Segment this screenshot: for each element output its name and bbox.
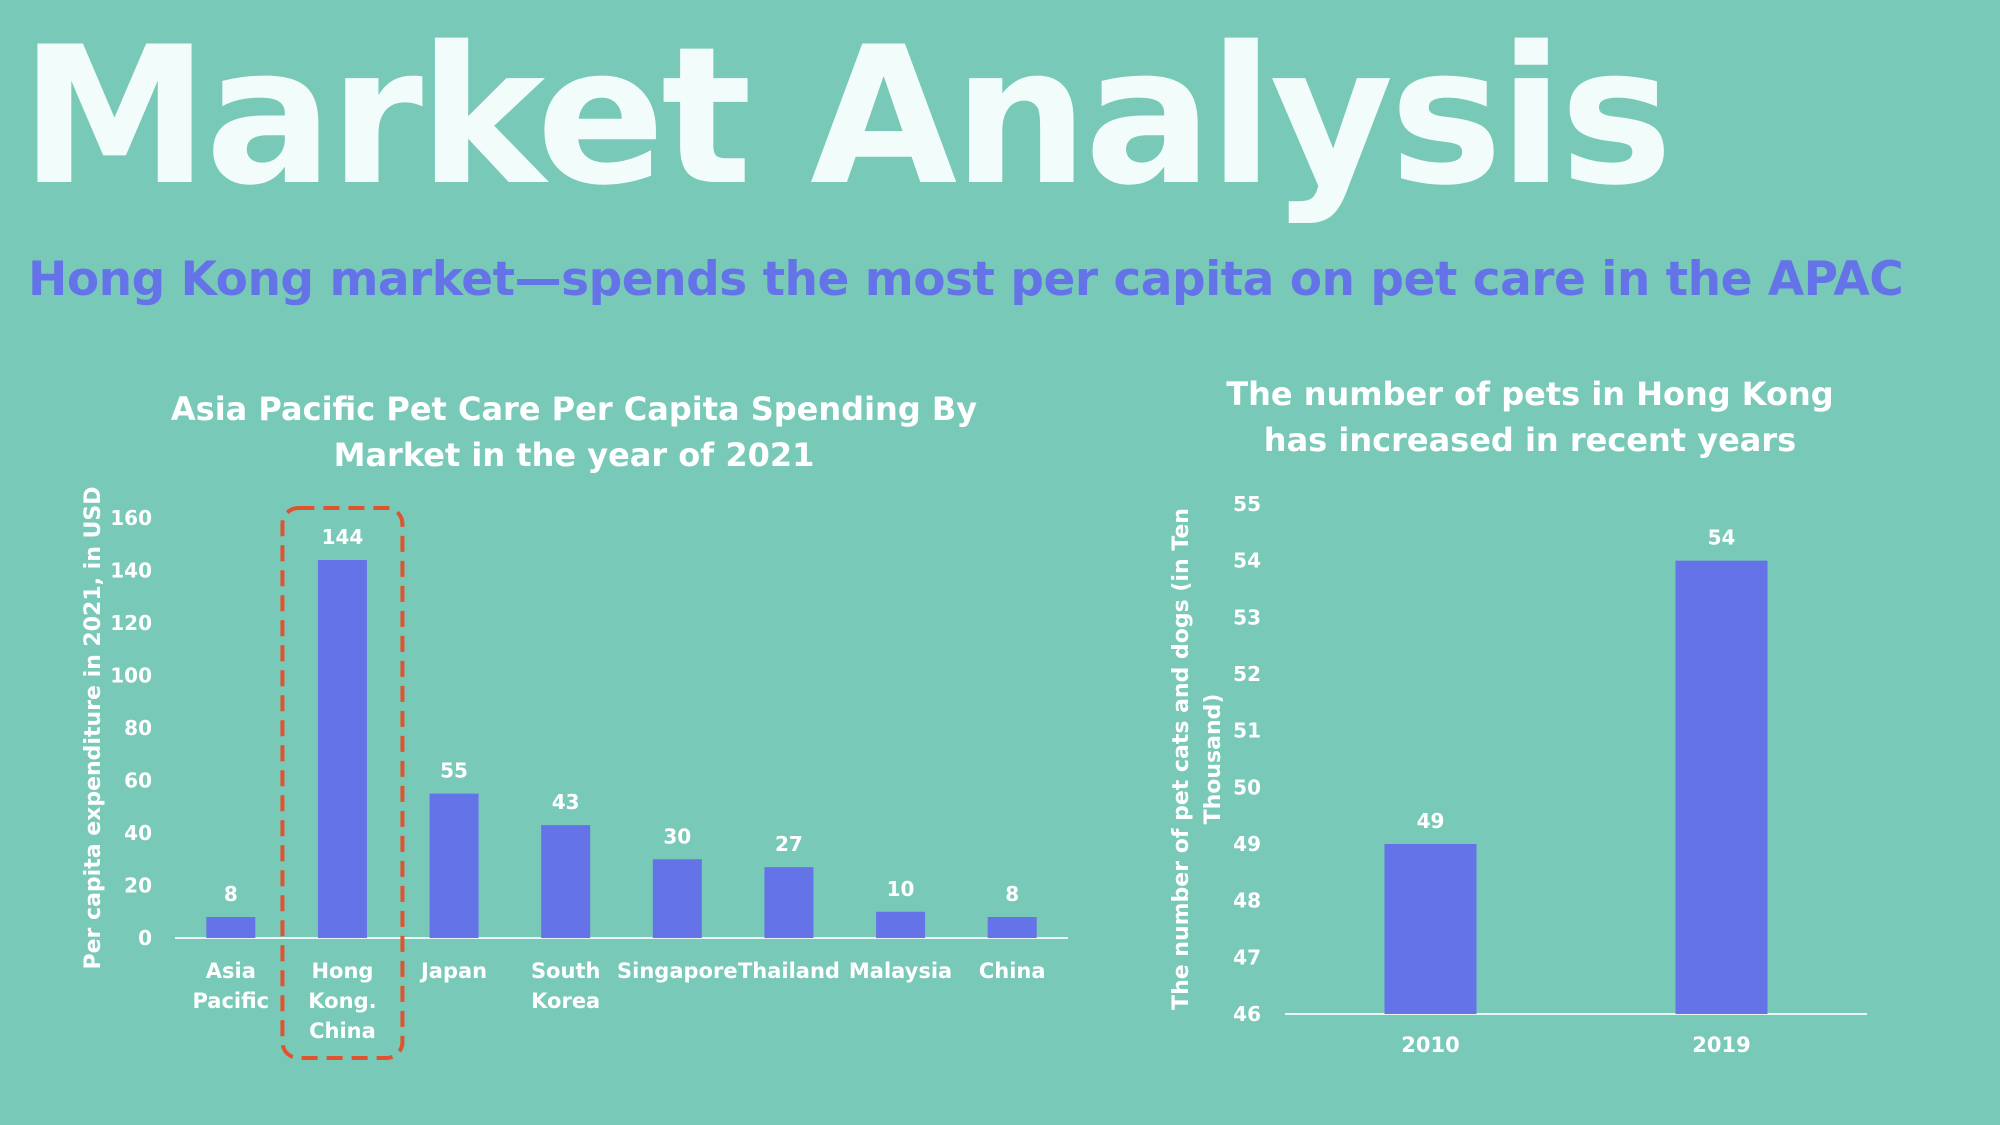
chart1-data-label: 55: [440, 759, 468, 783]
chart1-bar: [429, 793, 479, 938]
chart2-x-tick-label: 2010: [1401, 1033, 1459, 1057]
chart2-bar: [1675, 560, 1768, 1014]
chart2-title: The number of pets in Hong Kong has incr…: [1220, 371, 1840, 463]
chart1-y-tick-label: 100: [110, 664, 152, 688]
chart2-title-line-1: The number of pets in Hong Kong: [1226, 375, 1834, 413]
chart1-data-label: 8: [1005, 882, 1019, 906]
chart1-data-label: 10: [887, 877, 915, 901]
chart2-y-tick-label: 55: [1233, 492, 1261, 516]
slide-title: Market Analysis: [20, 6, 1673, 227]
chart1-y-tick-label: 160: [110, 506, 152, 530]
chart1-bar: [987, 917, 1037, 938]
chart2-y-tick-label: 47: [1233, 945, 1261, 969]
chart1-x-tick-label: Asia Pacific: [192, 959, 269, 1013]
chart1-bar: [764, 867, 814, 938]
chart1-x-tick-label: Singapore: [617, 959, 738, 983]
chart1-spending-by-market: Per capita expenditure in 2021, in USD 0 2…: [81, 486, 1068, 1060]
chart1-bar: [206, 917, 256, 938]
chart1-x-tick-label: Hong Kong. China: [308, 959, 376, 1043]
chart1-y-tick-label: 60: [124, 769, 152, 793]
chart1-data-label: 30: [663, 824, 691, 848]
chart1-bar: [652, 859, 702, 938]
chart1-data-label: 43: [552, 790, 580, 814]
chart2-y-tick-label: 48: [1233, 889, 1261, 913]
chart1-data-label: 8: [224, 882, 238, 906]
chart1-title-line-2: Market in the year of 2021: [333, 436, 815, 474]
chart1-y-tick-label: 140: [110, 559, 152, 583]
chart1-y-axis-label: Per capita expenditure in 2021, in USD: [81, 486, 106, 969]
chart2-y-tick-label: 54: [1233, 549, 1261, 573]
chart1-highlight-box: [280, 506, 405, 1060]
chart1-x-tick-label: Malaysia: [849, 959, 952, 983]
chart1-data-label: 144: [322, 525, 364, 549]
chart2-y-tick-label: 51: [1233, 719, 1261, 743]
chart1-title-line-1: Asia Pacific Pet Care Per Capita Spendin…: [170, 390, 978, 428]
chart1-x-tick-label: China: [979, 959, 1046, 983]
chart2-y-tick-label: 52: [1233, 662, 1261, 686]
chart1-y-tick-label: 120: [110, 611, 152, 635]
chart2-y-tick-label: 49: [1233, 832, 1261, 856]
chart2-data-label: 49: [1417, 809, 1445, 833]
chart2-y-tick-label: 46: [1233, 1002, 1261, 1026]
chart2-y-tick-label: 50: [1233, 775, 1261, 799]
chart1-y-tick-label: 80: [124, 716, 152, 740]
chart1-y-tick-label: 0: [138, 926, 152, 950]
chart2-x-tick-label: 2019: [1692, 1033, 1750, 1057]
chart1-bar: [541, 825, 591, 938]
chart1-data-label: 27: [775, 832, 803, 856]
chart1-y-tick-label: 40: [124, 821, 152, 845]
chart2-title-line-2: has increased in recent years: [1263, 421, 1797, 459]
chart2-data-label: 54: [1708, 526, 1736, 550]
chart1-x-tick-label: Thailand: [738, 959, 840, 983]
chart1-x-tick-label: Japan: [419, 959, 487, 983]
chart1-title: Asia Pacific Pet Care Per Capita Spendin…: [170, 386, 978, 478]
chart1-x-tick-label: South Korea: [531, 959, 601, 1013]
chart1-y-tick-label: 20: [124, 874, 152, 898]
chart2-bar: [1384, 844, 1477, 1014]
chart1-bar: [317, 560, 367, 938]
chart1-bar: [876, 911, 926, 938]
chart2-y-axis-label: The number of pet cats and dogs (in Ten T…: [1169, 508, 1226, 1010]
chart2-pets-in-hong-kong: The number of pet cats and dogs (in Ten T…: [1169, 492, 1867, 1057]
slide-subtitle: Hong Kong market—spends the most per cap…: [28, 252, 1904, 307]
chart2-y-tick-label: 53: [1233, 605, 1261, 629]
